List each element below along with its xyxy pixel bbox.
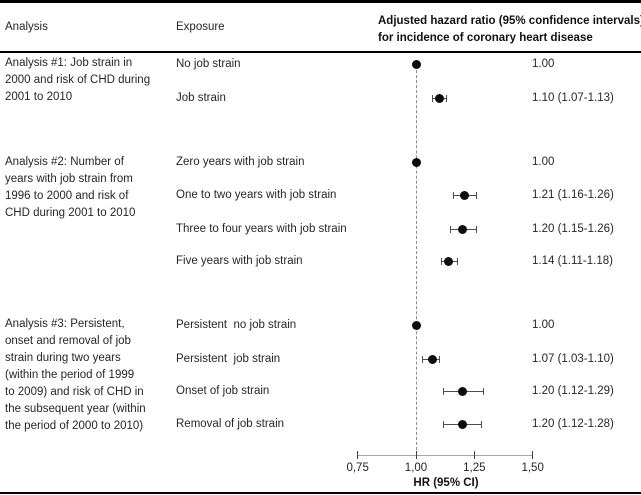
point-estimate-dot — [444, 256, 454, 266]
hazard-ratio-value: 1.07 (1.03-1.10) — [532, 353, 614, 365]
column-header-analysis: Analysis — [5, 21, 48, 33]
x-axis-tick-label: 0,75 — [346, 462, 369, 474]
bottom-border — [0, 492, 641, 494]
analysis-label: Analysis #3: Persistent, onset and remov… — [5, 318, 146, 432]
column-header-hazard-ratio: Adjusted hazard ratio (95% confidence in… — [378, 13, 641, 47]
column-header-exposure: Exposure — [176, 21, 225, 33]
point-estimate-dot — [458, 419, 468, 429]
x-axis-tick-label: 1,50 — [521, 462, 544, 474]
exposure-label: Job strain — [176, 92, 226, 104]
reference-line — [415, 60, 417, 455]
hazard-ratio-header-line1: Adjusted hazard ratio (95% confidence in… — [378, 15, 641, 27]
analysis-label: Analysis #2: Number of years with job st… — [5, 156, 136, 219]
ci-cap-left — [443, 387, 445, 395]
ci-cap-right — [476, 225, 478, 233]
x-axis-tick — [415, 451, 417, 459]
ci-cap-left — [450, 225, 452, 233]
x-axis-tick — [532, 451, 534, 459]
exposure-label: No job strain — [176, 58, 241, 70]
ci-cap-right — [480, 420, 482, 428]
point-estimate-dot — [411, 59, 421, 69]
ci-cap-left — [443, 420, 445, 428]
ci-cap-left — [441, 257, 443, 265]
hazard-ratio-value: 1.10 (1.07-1.13) — [532, 92, 614, 104]
exposure-label: Five years with job strain — [176, 255, 303, 267]
point-estimate-dot — [434, 93, 444, 103]
exposure-label: Removal of job strain — [176, 418, 285, 430]
hazard-ratio-value: 1.20 (1.12-1.28) — [532, 418, 614, 430]
exposure-label: Persistent job strain — [176, 353, 281, 365]
exposure-label: Three to four years with job strain — [176, 223, 347, 235]
x-axis-tick — [357, 451, 359, 459]
ci-cap-left — [431, 94, 433, 102]
hazard-ratio-header-line2: for incidence of coronary heart disease — [378, 32, 593, 44]
ci-cap-left — [452, 191, 454, 199]
hazard-ratio-value: 1.14 (1.11-1.18) — [532, 255, 613, 267]
x-axis-line — [358, 455, 533, 456]
hazard-ratio-value: 1.20 (1.15-1.26) — [532, 223, 614, 235]
exposure-label: Zero years with job strain — [176, 156, 305, 168]
x-axis-title: HR (95% CI) — [413, 477, 479, 489]
hazard-ratio-value: 1.00 — [532, 58, 555, 70]
top-border — [0, 0, 641, 3]
hazard-ratio-value: 1.20 (1.12-1.29) — [532, 385, 614, 397]
hazard-ratio-value: 1.00 — [532, 319, 555, 331]
analysis-label: Analysis #1: Job strain in 2000 and risk… — [5, 57, 151, 103]
point-estimate-dot — [411, 157, 421, 167]
header-separator — [0, 51, 641, 53]
ci-cap-right — [483, 387, 485, 395]
exposure-label: One to two years with job strain — [176, 189, 337, 201]
point-estimate-dot — [458, 224, 468, 234]
point-estimate-dot — [460, 190, 470, 200]
point-estimate-dot — [427, 354, 437, 364]
x-axis-tick-label: 1,00 — [404, 462, 428, 474]
ci-cap-left — [422, 355, 424, 363]
exposure-label: Persistent no job strain — [176, 319, 297, 331]
point-estimate-dot — [411, 320, 421, 330]
x-axis-tick — [473, 451, 475, 459]
x-axis-tick-label: 1,25 — [463, 462, 486, 474]
exposure-label: Onset of job strain — [176, 385, 270, 397]
ci-cap-right — [445, 94, 447, 102]
ci-cap-right — [438, 355, 440, 363]
point-estimate-dot — [458, 386, 468, 396]
ci-cap-right — [457, 257, 459, 265]
hazard-ratio-value: 1.00 — [532, 156, 555, 168]
ci-cap-right — [476, 191, 478, 199]
hazard-ratio-value: 1.21 (1.16-1.26) — [532, 189, 614, 201]
